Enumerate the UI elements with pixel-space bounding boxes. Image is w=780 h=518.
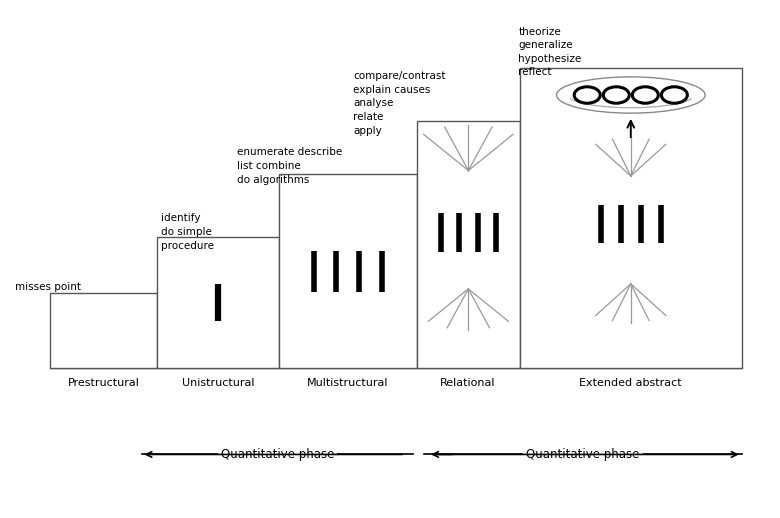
Text: theorize
generalize
hypothesize
reflect: theorize generalize hypothesize reflect <box>519 26 582 77</box>
Text: Extended abstract: Extended abstract <box>580 378 682 388</box>
Text: misses point: misses point <box>16 282 81 292</box>
Text: Quantitative phase: Quantitative phase <box>526 448 640 461</box>
Bar <box>279 175 417 368</box>
Text: identify
do simple
procedure: identify do simple procedure <box>161 213 214 251</box>
Bar <box>520 68 742 368</box>
Text: Multistructural: Multistructural <box>307 378 388 388</box>
Text: compare/contrast
explain causes
analyse
relate
apply: compare/contrast explain causes analyse … <box>353 71 446 136</box>
Bar <box>157 237 279 368</box>
Bar <box>417 121 520 368</box>
Text: Prestructural: Prestructural <box>67 378 140 388</box>
Text: Unistructural: Unistructural <box>182 378 254 388</box>
Text: enumerate describe
list combine
do algorithms: enumerate describe list combine do algor… <box>237 147 342 184</box>
Bar <box>50 293 157 368</box>
Text: Relational: Relational <box>440 378 496 388</box>
Text: Quantitative phase: Quantitative phase <box>221 448 334 461</box>
